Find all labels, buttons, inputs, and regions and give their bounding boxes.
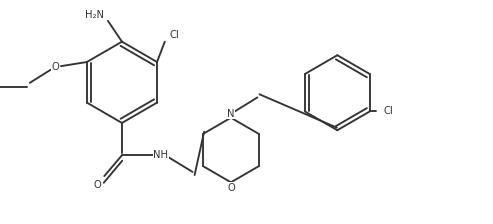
Text: NH: NH bbox=[153, 150, 169, 160]
Text: Cl: Cl bbox=[384, 106, 393, 116]
Text: N: N bbox=[227, 109, 235, 118]
Text: O: O bbox=[94, 181, 102, 190]
Text: O: O bbox=[227, 183, 235, 193]
Text: O: O bbox=[52, 62, 60, 72]
Text: H₂N: H₂N bbox=[85, 10, 104, 19]
Text: Cl: Cl bbox=[170, 30, 180, 40]
